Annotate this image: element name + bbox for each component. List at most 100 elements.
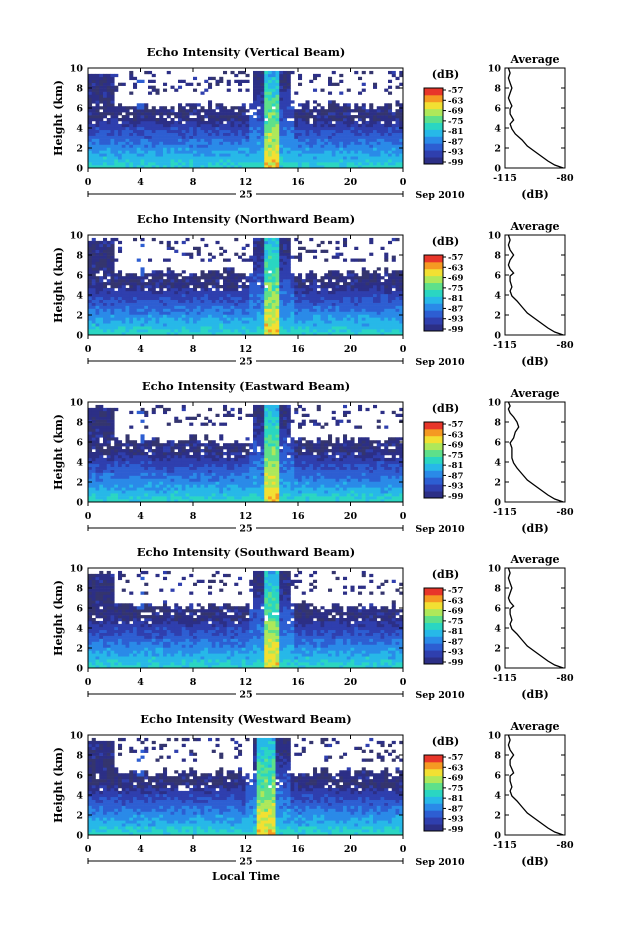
heatmap-cell: [388, 91, 393, 95]
heatmap-cell: [286, 255, 291, 259]
heatmap-cell: [361, 120, 366, 125]
heatmap-cell: [391, 279, 396, 283]
heatmap-cell: [384, 115, 389, 119]
heatmap-cell: [238, 79, 243, 83]
heatmap-cell: [399, 296, 404, 300]
heatmap-cell: [118, 481, 123, 485]
heatmap-cell: [103, 499, 108, 503]
heatmap-cell: [294, 314, 299, 318]
heatmap-cell: [121, 290, 126, 295]
heatmap-cell: [290, 276, 295, 280]
heatmap-cell: [121, 449, 126, 453]
heatmap-cell: [106, 416, 111, 420]
heatmap-cell: [309, 329, 314, 333]
heatmap-cell: [174, 153, 179, 157]
heatmap-cell: [260, 153, 265, 157]
heatmap-cell: [189, 326, 194, 330]
heatmap-cell: [271, 246, 276, 250]
heatmap-cell: [256, 126, 261, 131]
heatmap-cell: [91, 165, 96, 169]
heatmap-cell: [181, 109, 186, 113]
heatmap-cell: [346, 141, 351, 145]
heatmap-cell: [125, 481, 130, 485]
heatmap-cell: [376, 299, 381, 303]
heatmap-cell: [204, 138, 209, 142]
heatmap-cell: [290, 159, 295, 163]
heatmap-cell: [118, 123, 123, 128]
heatmap-cell: [110, 460, 115, 465]
heatmap-cell: [88, 496, 93, 500]
heatmap-cell: [241, 290, 246, 295]
heatmap-cell: [279, 267, 284, 271]
heatmap-cell: [193, 499, 198, 503]
heatmap-cell: [166, 109, 171, 113]
heatmap-cell: [241, 159, 246, 163]
heatmap-cell: [196, 496, 201, 500]
heatmap-cell: [373, 332, 378, 336]
heatmap-cell: [279, 97, 284, 101]
heatmap-cell: [399, 112, 404, 116]
heatmap-cell: [361, 138, 366, 142]
heatmap-cell: [106, 320, 111, 324]
heatmap-cell: [316, 120, 321, 125]
heatmap-cell: [193, 323, 198, 327]
heatmap-cell: [155, 162, 160, 166]
heatmap-cell: [211, 273, 216, 277]
heatmap-cell: [106, 73, 111, 78]
heatmap-cell: [395, 120, 400, 125]
heatmap-cell: [140, 320, 145, 324]
heatmap-cell: [271, 326, 276, 330]
heatmap-cell: [121, 460, 126, 465]
heatmap-cell: [313, 279, 318, 283]
heatmap-cell: [155, 109, 160, 113]
heatmap-cell: [249, 144, 254, 148]
heatmap-cell: [114, 317, 119, 321]
heatmap-cell: [215, 138, 220, 142]
heatmap-cell: [95, 115, 100, 119]
heatmap-cell: [223, 129, 228, 133]
heatmap-cell: [178, 490, 183, 494]
heatmap-cell: [129, 162, 134, 166]
heatmap-cell: [358, 138, 363, 142]
heatmap-cell: [155, 141, 160, 145]
heatmap-cell: [346, 103, 351, 107]
heatmap-cell: [136, 449, 141, 453]
heatmap-cell: [324, 162, 329, 166]
heatmap-cell: [185, 469, 190, 473]
heatmap-cell: [144, 460, 149, 465]
heatmap-cell: [166, 290, 171, 295]
heatmap-cell: [103, 302, 108, 306]
heatmap-cell: [110, 249, 115, 253]
heatmap-cell: [129, 469, 134, 473]
heatmap-cell: [264, 267, 269, 271]
heatmap-cell: [215, 332, 220, 336]
heatmap-cell: [211, 255, 216, 259]
heatmap-cell: [358, 282, 363, 286]
heatmap-cell: [226, 150, 231, 154]
heatmap-cell: [155, 329, 160, 333]
heatmap-cell: [268, 258, 273, 262]
heatmap-cell: [275, 255, 280, 259]
heatmap-cell: [99, 144, 104, 148]
heatmap-cell: [114, 162, 119, 166]
heatmap-cell: [376, 138, 381, 142]
heatmap-cell: [320, 320, 325, 324]
heatmap-cell: [286, 270, 291, 274]
heatmap-cell: [151, 454, 156, 459]
heatmap-cell: [275, 252, 280, 256]
heatmap-cell: [121, 463, 126, 467]
heatmap-cell: [376, 141, 381, 145]
heatmap-cell: [204, 150, 209, 154]
heatmap-cell: [346, 308, 351, 312]
heatmap-cell: [391, 293, 396, 298]
heatmap-cell: [155, 276, 160, 280]
y-tick-label: 4: [76, 291, 83, 302]
heatmap-cell: [88, 443, 93, 447]
heatmap-cell: [110, 144, 115, 148]
x-tick-label: 0: [85, 344, 92, 355]
heatmap-cell: [286, 141, 291, 145]
heatmap-cell: [174, 472, 179, 476]
heatmap-cell: [99, 100, 104, 104]
heatmap-cell: [275, 165, 280, 169]
heatmap-cell: [114, 460, 119, 465]
